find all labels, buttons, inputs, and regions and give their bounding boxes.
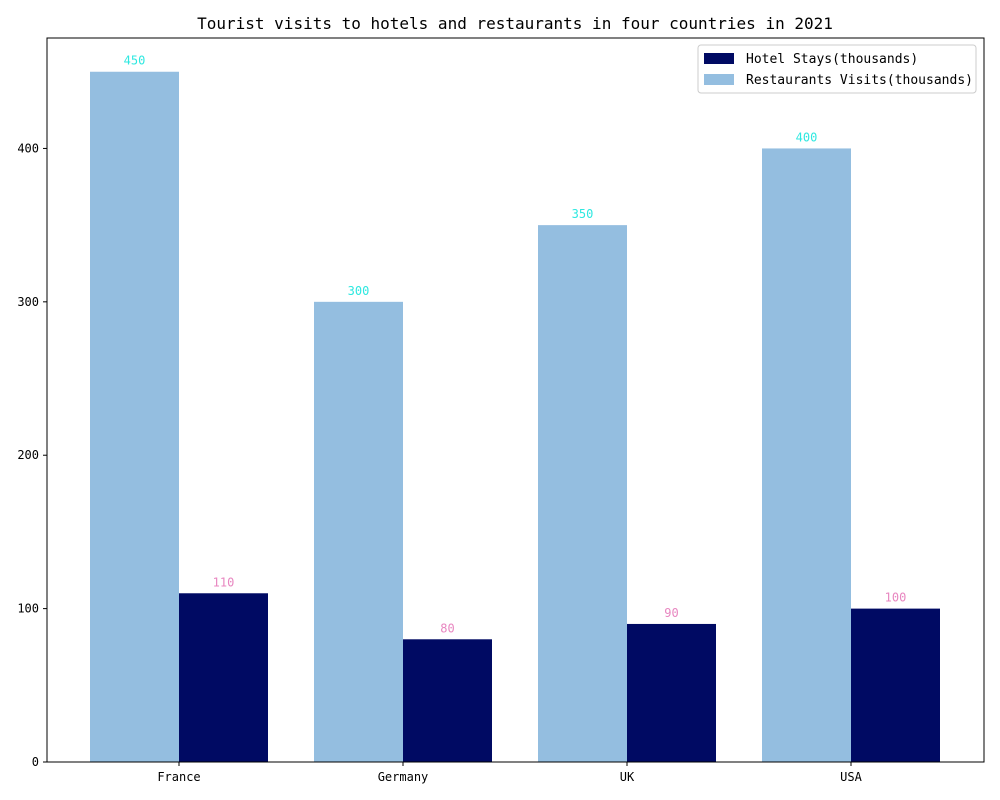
legend-box	[697, 44, 977, 94]
x-tick-label-france: France	[157, 770, 200, 784]
chart-title: Tourist visits to hotels and restaurants…	[197, 14, 833, 33]
value-label-hotel-stays-germany: 80	[440, 621, 454, 635]
x-tick-label-uk: UK	[620, 770, 635, 784]
value-label-restaurants-visits-uk: 350	[572, 207, 594, 221]
y-tick-label: 300	[17, 295, 39, 309]
bar-restaurants-visits-germany	[314, 301, 403, 762]
y-axis: 0 100 200 300 400	[17, 141, 47, 769]
bar-hotel-stays-uk	[627, 623, 716, 762]
legend-swatch-hotel-stays	[704, 53, 734, 64]
y-tick-label: 0	[32, 755, 39, 769]
bar-hotel-stays-usa	[851, 608, 940, 762]
y-tick-label: 100	[17, 602, 39, 616]
bar-restaurants-visits-france	[90, 71, 179, 762]
bar-restaurants-visits-usa	[762, 148, 851, 762]
plot-frame	[46, 37, 985, 763]
x-axis: France Germany UK USA	[157, 762, 863, 784]
value-labels-group: 450 300 350 400 110 80 90 100	[124, 54, 907, 636]
bars-group	[90, 71, 940, 762]
value-label-hotel-stays-usa: 100	[885, 591, 907, 605]
bar-hotel-stays-france	[179, 593, 268, 762]
value-label-restaurants-visits-usa: 400	[796, 130, 818, 144]
legend: Hotel Stays(thousands) Restaurants Visits…	[697, 44, 977, 94]
value-label-restaurants-visits-france: 450	[124, 54, 146, 68]
bar-restaurants-visits-uk	[538, 225, 627, 762]
legend-label-hotel-stays: Hotel Stays(thousands)	[746, 52, 918, 67]
legend-label-restaurants-visits: Restaurants Visits(thousands)	[746, 73, 973, 88]
bar-hotel-stays-germany	[403, 639, 492, 762]
y-tick-label: 200	[17, 448, 39, 462]
y-tick-label: 400	[17, 141, 39, 155]
value-label-hotel-stays-uk: 90	[664, 606, 678, 620]
x-tick-label-usa: USA	[840, 770, 862, 784]
x-tick-label-germany: Germany	[378, 770, 429, 784]
value-label-restaurants-visits-germany: 300	[348, 284, 370, 298]
legend-swatch-restaurants-visits	[704, 74, 734, 85]
value-label-hotel-stays-france: 110	[213, 575, 235, 589]
